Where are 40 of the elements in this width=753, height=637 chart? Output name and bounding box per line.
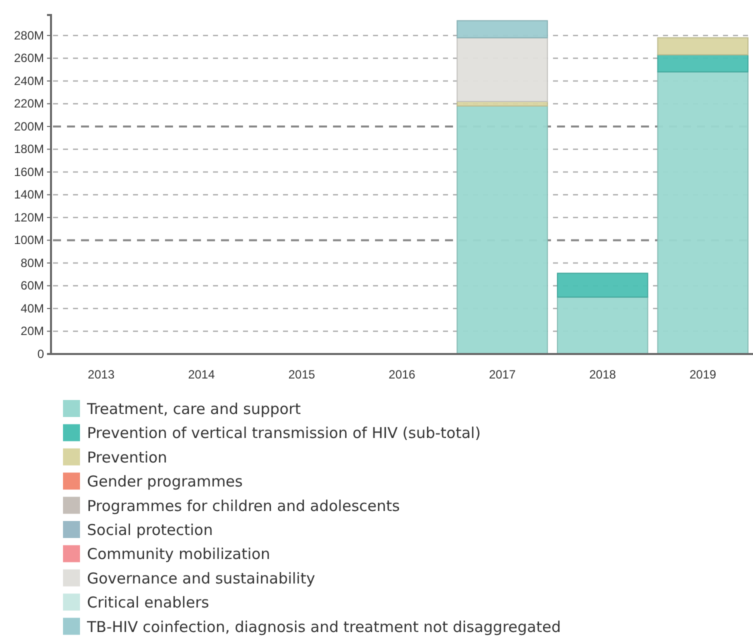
x-tick-label: 2015 [288, 368, 316, 382]
x-tick-label: 2018 [589, 368, 616, 382]
legend-label: Treatment, care and support [86, 400, 301, 418]
legend-label: Governance and sustainability [87, 569, 316, 588]
x-tick-label: 2019 [690, 368, 717, 382]
bar [657, 37, 748, 56]
y-tick-label: 140M [14, 188, 44, 202]
bar [456, 37, 548, 102]
y-tick-label: 260M [14, 51, 44, 66]
bar [657, 71, 748, 354]
y-tick-label: 240M [14, 74, 44, 88]
y-tick-label: 220M [14, 96, 44, 111]
y-tick-label: 60M [20, 278, 44, 293]
bar [456, 20, 548, 38]
x-tick-label: 2017 [488, 368, 516, 382]
y-tick-label: 20M [20, 324, 44, 338]
legend-label: Prevention of vertical transmission of HIV (sub-total) [87, 424, 481, 442]
legend-label: Community mobilization [87, 545, 270, 564]
bar [556, 296, 648, 354]
x-tick-label: 2014 [188, 368, 216, 382]
y-tick-label: 200M [14, 119, 44, 134]
y-tick-label: 0 [37, 346, 44, 361]
legend-label: Prevention [87, 448, 168, 466]
y-tick-label: 180M [14, 142, 44, 156]
legend-label: Social protection [87, 521, 213, 539]
x-tick-label: 2016 [388, 368, 416, 382]
legend-label: Gender programmes [87, 472, 243, 491]
legend-label: Programmes for children and adolescents [87, 496, 400, 515]
y-tick-label: 280M [14, 28, 44, 42]
y-tick-label: 160M [14, 164, 44, 179]
x-tick-label: 2013 [88, 368, 115, 382]
y-tick-label: 80M [20, 256, 44, 270]
y-tick-label: 100M [14, 233, 44, 248]
bar [556, 272, 648, 298]
y-tick-label: 120M [14, 210, 44, 224]
bar [456, 106, 548, 354]
bar [657, 54, 748, 72]
legend-label: TB-HIV coinfection, diagnosis and treatment not disaggregated [86, 618, 561, 636]
legend-label: Critical enablers [87, 594, 210, 612]
y-tick-label: 40M [20, 301, 44, 316]
